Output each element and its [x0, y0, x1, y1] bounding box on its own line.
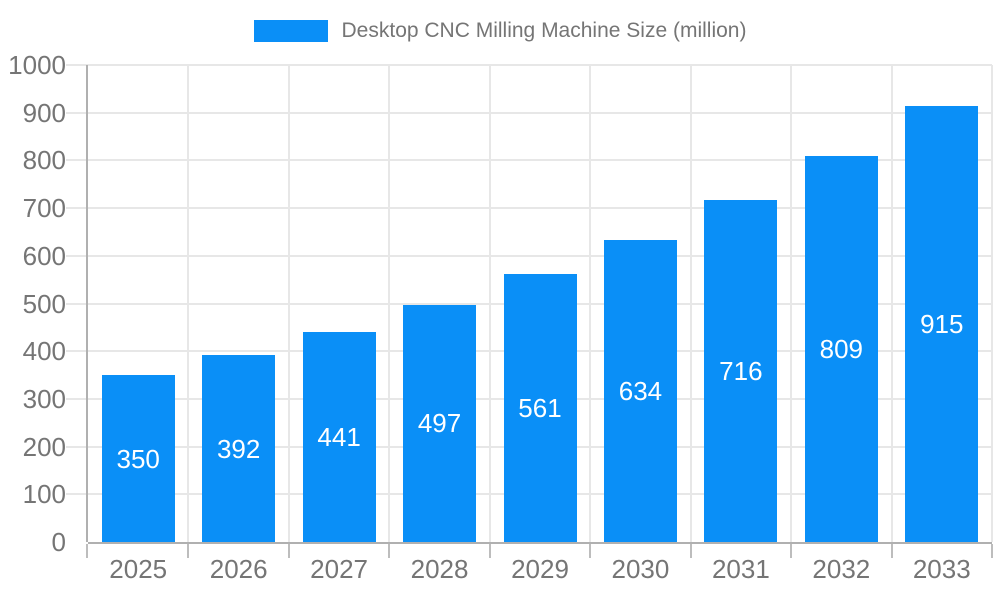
x-axis-tick-label: 2028	[410, 554, 469, 584]
gridline-horizontal	[66, 64, 992, 66]
gridline-horizontal	[66, 111, 992, 114]
bar-2033[interactable]	[905, 105, 979, 542]
bar-value-label: 392	[216, 433, 261, 464]
bar-2032[interactable]	[804, 156, 878, 542]
x-axis-tick	[890, 544, 893, 558]
gridline-vertical	[991, 65, 993, 542]
x-axis-line	[88, 542, 992, 544]
bar-value-label: 497	[417, 408, 462, 439]
legend-label: Desktop CNC Milling Machine Size (millio…	[341, 19, 747, 42]
gridline-vertical	[388, 65, 391, 542]
x-axis-tick-label: 2030	[611, 554, 670, 584]
gridline-vertical	[589, 65, 592, 542]
y-axis-tick-label: 900	[22, 97, 66, 128]
bar-value-label: 915	[920, 308, 964, 339]
y-axis-tick-label: 600	[22, 240, 66, 271]
x-axis-tick	[991, 544, 993, 558]
bar-value-label: 441	[317, 421, 361, 452]
gridline-horizontal	[66, 207, 992, 210]
y-axis-tick-label: 400	[22, 336, 66, 367]
x-axis-tick	[86, 544, 88, 558]
gridline-vertical	[890, 65, 893, 542]
gridline-vertical	[187, 65, 190, 542]
x-axis-tick-label: 2029	[511, 554, 569, 584]
bar-value-label: 716	[719, 356, 763, 387]
bar-value-label: 634	[618, 375, 663, 406]
x-axis-tick-label: 2032	[812, 554, 871, 584]
y-axis-tick-label: 1000	[8, 50, 66, 80]
x-axis-tick-label: 2027	[310, 554, 369, 584]
bar-value-label: 561	[518, 393, 562, 424]
bar-2031[interactable]	[704, 200, 778, 542]
gridline-vertical	[488, 65, 491, 542]
chart-legend[interactable]: Desktop CNC Milling Machine Size (millio…	[0, 19, 1000, 43]
y-axis-tick-label: 300	[22, 383, 66, 414]
y-axis-tick-label: 100	[22, 479, 66, 510]
bar-2027[interactable]	[302, 331, 376, 542]
legend-swatch-icon	[253, 20, 328, 42]
gridline-vertical	[790, 65, 793, 542]
bar-value-label: 809	[819, 334, 864, 365]
gridline-horizontal	[66, 159, 992, 162]
bar-2030[interactable]	[603, 239, 677, 542]
y-axis-tick-label: 200	[22, 431, 66, 462]
gridline-vertical	[689, 65, 692, 542]
y-axis-tick-label: 700	[22, 193, 66, 224]
x-axis-tick	[388, 544, 391, 558]
bar-value-label: 350	[116, 443, 160, 474]
x-axis-tick-label: 2033	[912, 554, 971, 584]
x-axis-tick	[689, 544, 692, 558]
y-axis-line	[86, 65, 88, 542]
x-axis-tick	[488, 544, 491, 558]
x-axis-tick-label: 2026	[209, 554, 268, 584]
y-axis-tick-label: 0	[51, 527, 66, 557]
x-axis-tick	[790, 544, 793, 558]
x-axis-tick	[287, 544, 290, 558]
plot-area: 350 392 441 497 561 634 716 809 915	[66, 64, 993, 558]
bar-2025[interactable]	[101, 375, 175, 542]
y-axis-tick-label: 500	[22, 288, 66, 319]
bar-2028[interactable]	[403, 304, 477, 542]
x-axis-tick	[589, 544, 592, 558]
bar-2029[interactable]	[503, 274, 577, 542]
bar-2026[interactable]	[202, 355, 276, 542]
gridline-vertical	[287, 65, 290, 542]
gridline-horizontal	[66, 254, 992, 257]
y-axis-tick-label: 800	[22, 145, 66, 176]
x-axis-tick-label: 2031	[711, 554, 770, 584]
x-axis-tick-label: 2025	[109, 554, 168, 584]
x-axis-tick	[187, 544, 190, 558]
